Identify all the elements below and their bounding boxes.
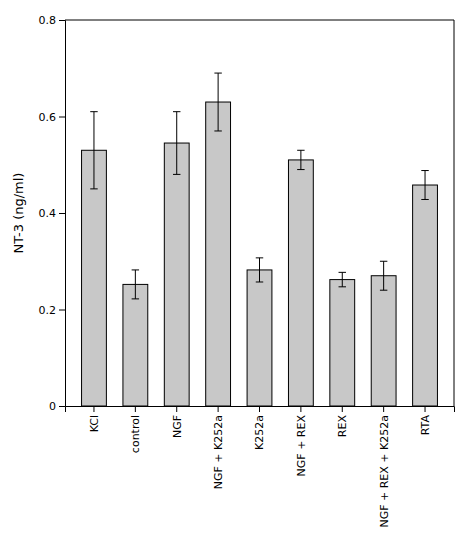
chart: 0 0.2 0.4 0.6 0.8 KCl control NGF NGF + K252a K25… — [0, 0, 474, 541]
tick: RTA — [419, 406, 432, 435]
error-bar-stem — [93, 112, 94, 189]
error-bar-cap — [421, 199, 428, 200]
error-bar — [421, 171, 428, 200]
tick-label: NGF — [171, 415, 184, 438]
tick-mark — [59, 117, 65, 118]
tick-mark — [135, 406, 136, 412]
tick: NGF + K252a — [212, 406, 225, 489]
tick: REX — [336, 406, 349, 437]
bar — [82, 150, 107, 406]
tick: KCl — [88, 406, 101, 432]
tick: K252a — [253, 406, 266, 450]
tick: 0.8 — [39, 14, 66, 27]
tick: NGF + REX — [295, 406, 308, 476]
tick-label: 0.2 — [39, 304, 57, 317]
tick-mark — [59, 20, 65, 21]
axis-line — [66, 407, 455, 413]
error-bar — [380, 261, 387, 290]
bar — [206, 102, 231, 406]
tick-mark — [259, 406, 260, 412]
error-bar-cap — [297, 150, 304, 151]
error-bar-stem — [259, 258, 260, 282]
error-bar — [214, 73, 221, 131]
tick-label: K252a — [253, 415, 266, 450]
tick-mark — [59, 406, 65, 407]
error-bar-cap — [380, 261, 387, 262]
bar — [247, 270, 272, 406]
tick-mark — [383, 406, 384, 412]
tick-mark — [59, 310, 65, 311]
tick-label: 0.6 — [39, 111, 57, 124]
frame — [454, 20, 455, 406]
bar — [371, 276, 396, 406]
tick-mark — [425, 406, 426, 412]
marks — [82, 73, 438, 406]
error-bar-stem — [176, 112, 177, 175]
error-bar-stem — [135, 270, 136, 299]
tick-label: 0.8 — [39, 14, 57, 27]
error-bar — [256, 258, 263, 282]
error-bar-cap — [256, 257, 263, 258]
tick: 0.6 — [39, 111, 66, 124]
tick: control — [129, 406, 142, 453]
error-bar-cap — [90, 188, 97, 189]
plot: 0 0.2 0.4 0.6 0.8 KCl control NGF NGF + K252a K25… — [39, 14, 455, 528]
tick-label: NGF + K252a — [212, 415, 225, 489]
tick-mark — [93, 406, 94, 412]
error-bar — [90, 112, 97, 189]
tick-label: RTA — [419, 415, 432, 436]
error-bar-cap — [132, 298, 139, 299]
tick: 0.4 — [39, 207, 66, 220]
tick-mark — [300, 406, 301, 412]
bar — [164, 143, 189, 406]
bar — [288, 160, 313, 406]
error-bar-stem — [300, 150, 301, 169]
tick-label: NGF + REX — [295, 415, 308, 477]
error-bar — [132, 270, 139, 299]
error-bar-cap — [132, 269, 139, 270]
tick-label: control — [129, 415, 142, 453]
tick: NGF — [171, 406, 184, 438]
bar — [413, 185, 438, 406]
error-bar-cap — [214, 130, 221, 131]
error-bar-stem — [218, 73, 219, 131]
error-bar-cap — [173, 111, 180, 112]
error-bar — [173, 112, 180, 175]
tick: 0.2 — [39, 304, 66, 317]
tick: 0 — [49, 400, 65, 413]
frame — [65, 20, 454, 21]
axis-line — [59, 21, 66, 407]
tick-mark — [176, 406, 177, 412]
error-bar-cap — [380, 290, 387, 291]
error-bar-stem — [342, 272, 343, 286]
tick-label: NGF + REX + K252a — [377, 415, 390, 528]
bar — [123, 284, 148, 406]
error-bar-cap — [421, 170, 428, 171]
error-bar-cap — [339, 272, 346, 273]
error-bar — [297, 150, 304, 169]
tick-label: 0.4 — [39, 207, 57, 220]
tick-mark — [218, 406, 219, 412]
bar — [330, 280, 355, 406]
tick-label: KCl — [88, 415, 101, 432]
error-bar-cap — [90, 111, 97, 112]
tick-label: 0 — [49, 400, 56, 413]
error-bar-cap — [173, 174, 180, 175]
error-bar-cap — [297, 169, 304, 170]
y-axis: 0 0.2 0.4 0.6 0.8 — [39, 14, 66, 413]
error-bar — [339, 272, 346, 286]
error-bar-cap — [256, 281, 263, 282]
error-bar-stem — [425, 171, 426, 200]
tick-mark — [342, 406, 343, 412]
error-bar-stem — [383, 261, 384, 290]
tick: NGF + REX + K252a — [377, 406, 390, 528]
tick-label: REX — [336, 415, 349, 438]
error-bar-cap — [214, 73, 221, 74]
error-bar-cap — [339, 286, 346, 287]
x-axis: KCl control NGF NGF + K252a K252a NGF + REX RE… — [66, 406, 455, 528]
y-axis-title: NT-3 (ng/ml) — [11, 173, 26, 254]
tick-mark — [59, 213, 65, 214]
